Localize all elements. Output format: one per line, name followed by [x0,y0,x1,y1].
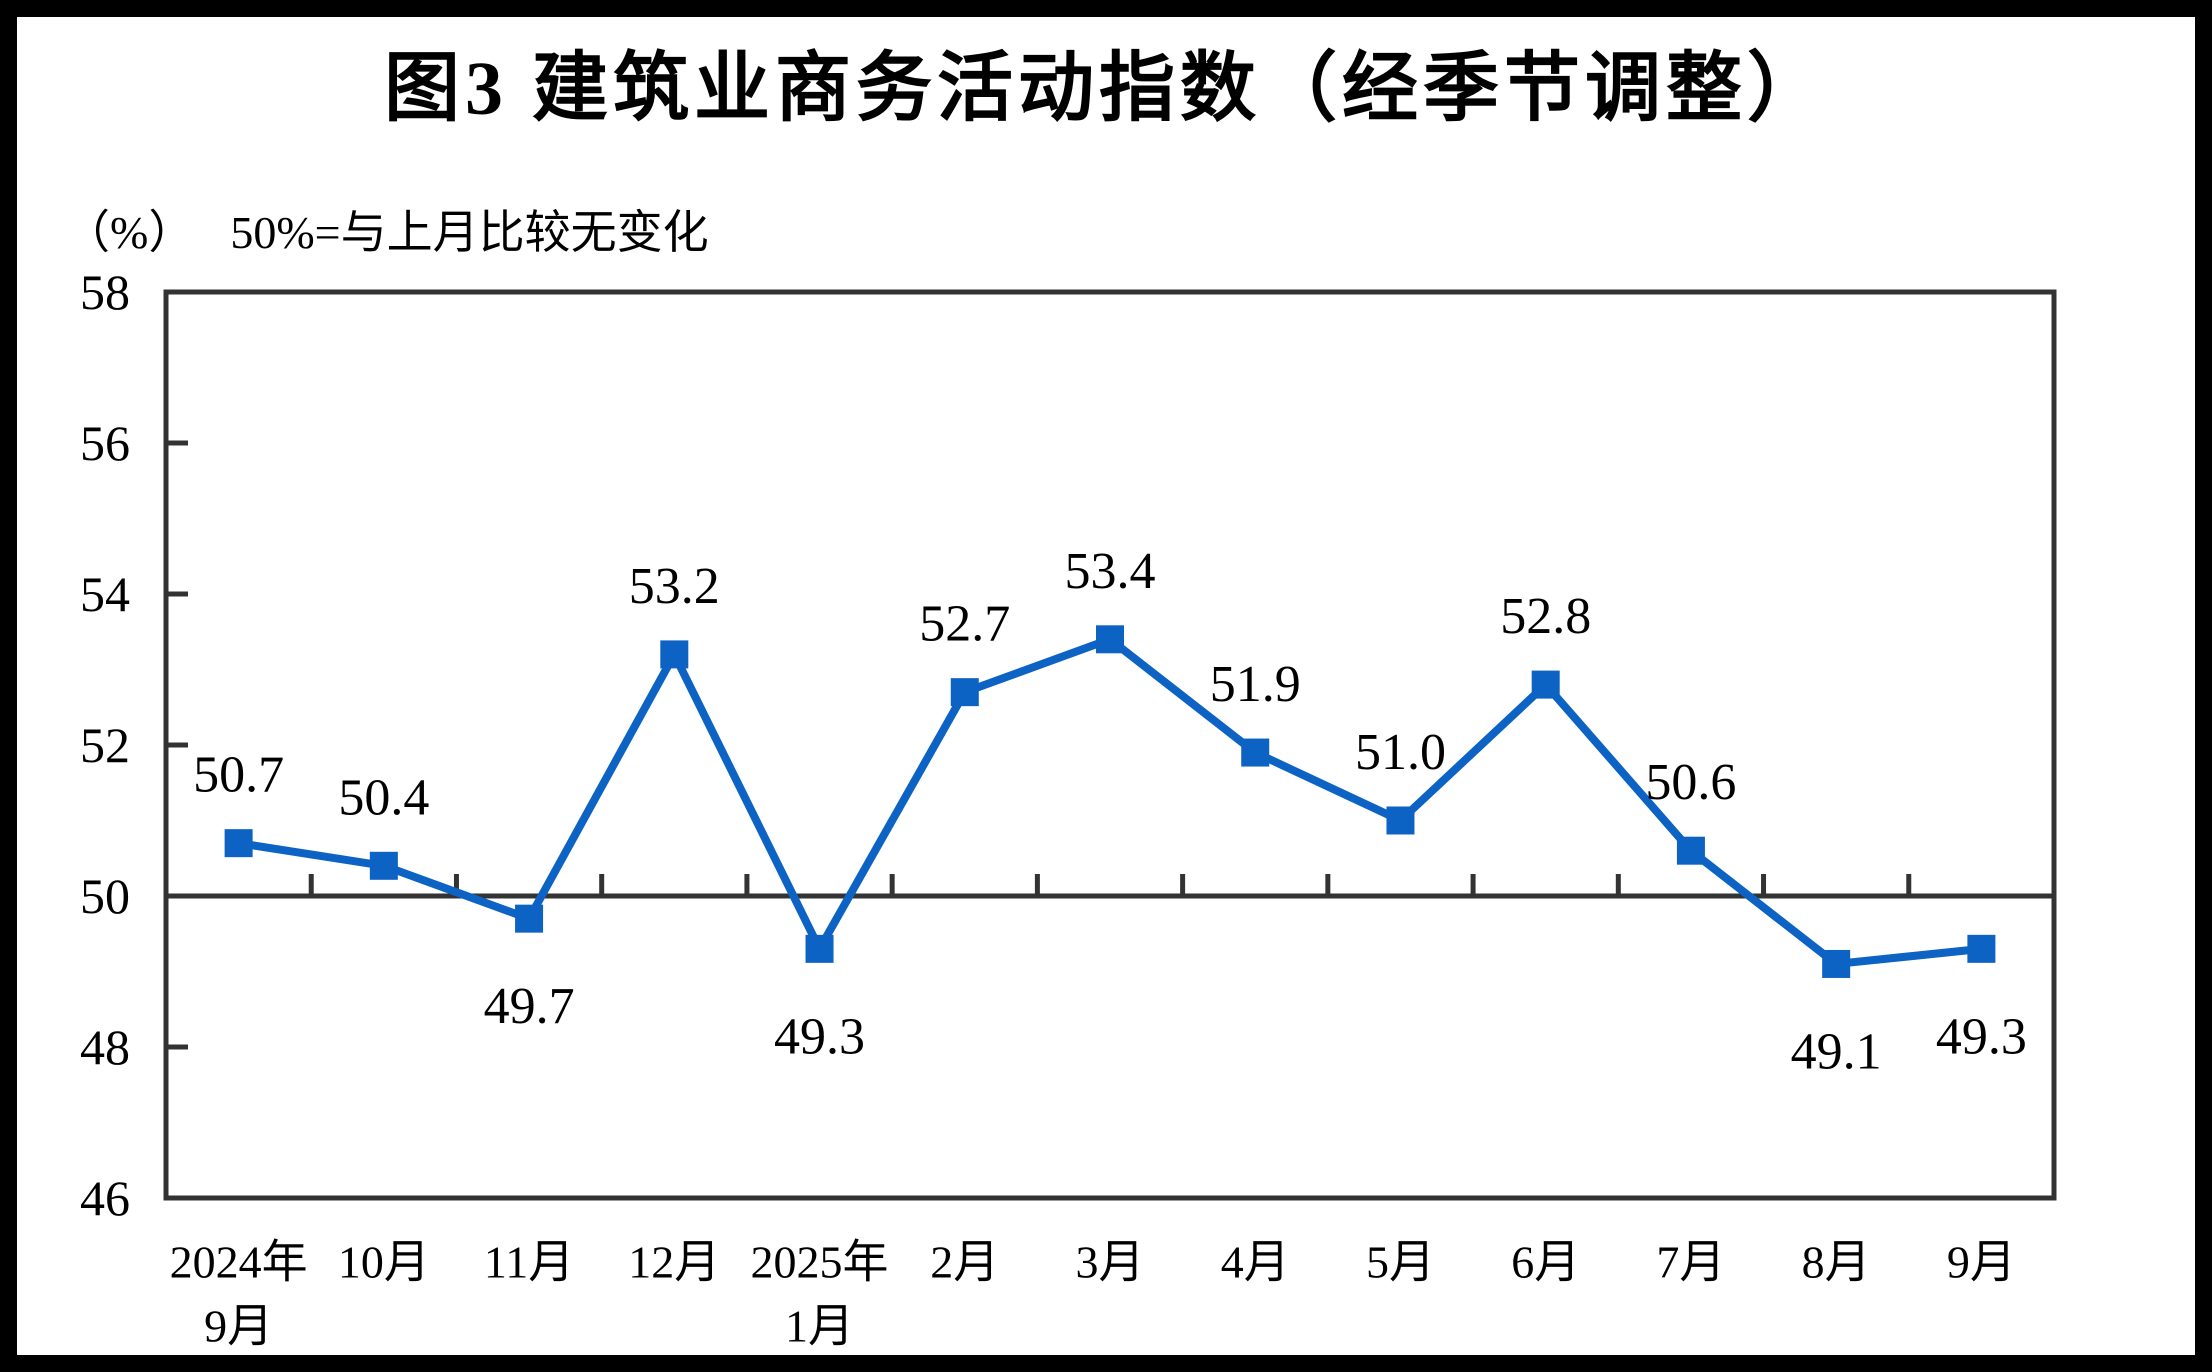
x-axis-label: 4月 [1221,1237,1290,1288]
y-axis-label: 50 [80,868,130,924]
data-point-marker [1241,738,1270,767]
data-point-marker [1676,836,1705,865]
x-axis-label: 10月 [338,1237,430,1288]
data-label: 49.3 [1936,1008,2027,1065]
data-label: 50.6 [1645,754,1736,811]
axis-note: （%） 50%=与上月比较无变化 [64,196,709,262]
data-point-marker [805,934,834,963]
data-point-marker [224,829,253,858]
x-axis-label: 2月 [930,1237,999,1288]
data-label: 52.8 [1500,588,1591,645]
data-label: 52.7 [919,596,1010,653]
data-point-marker [1531,670,1560,699]
data-label: 49.3 [774,1008,865,1065]
data-label: 50.4 [338,769,429,826]
plot-area-border [163,289,2057,1201]
y-axis-label: 48 [80,1019,130,1075]
data-label: 51.9 [1210,656,1301,713]
data-point-marker [1386,806,1415,835]
x-axis-label: 12月 [628,1237,720,1288]
chart-title: 图3 建筑业商务活动指数（经季节调整） [384,47,1828,131]
data-label: 49.1 [1791,1023,1882,1080]
x-axis-label: 1月 [785,1301,854,1352]
y-axis-label: 54 [80,566,130,622]
data-label: 51.0 [1355,724,1446,781]
x-axis-label: 6月 [1511,1237,1580,1288]
y-axis-label: 52 [80,717,130,773]
x-axis-label: 7月 [1656,1237,1725,1288]
y-axis-label: 58 [80,264,130,320]
data-point-marker [1967,934,1996,963]
x-axis-label: 2024年 [170,1237,308,1288]
x-axis-label: 9月 [1947,1237,2016,1288]
data-label: 53.2 [629,558,720,615]
data-label: 50.7 [193,747,284,804]
y-axis-label: 56 [80,415,130,471]
data-point-marker [1096,625,1124,654]
x-axis-label: 5月 [1366,1237,1435,1288]
x-axis-label: 8月 [1802,1237,1871,1288]
baseline-note: 50%=与上月比较无变化 [230,207,709,258]
data-point-marker [1822,949,1851,978]
y-axis-label: 46 [80,1170,130,1226]
data-label: 49.7 [484,978,575,1035]
data-label: 53.4 [1065,543,1156,600]
x-axis-label: 3月 [1076,1237,1145,1288]
x-axis-label: 11月 [484,1237,574,1288]
x-axis-label: 9月 [204,1301,273,1352]
data-point-marker [660,640,689,669]
y-axis-unit-label: （%） [64,207,195,258]
data-point-marker [369,851,398,880]
data-point-marker [950,678,979,707]
data-point-marker [515,904,544,933]
x-axis-label: 2025年 [751,1237,889,1288]
